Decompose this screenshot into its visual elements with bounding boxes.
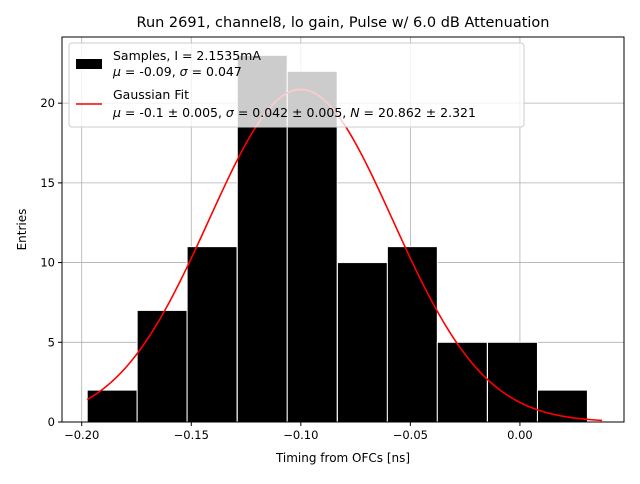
legend-samples-swatch (76, 59, 102, 69)
histogram-bar (286, 70, 338, 423)
y-tick-label: 20 (40, 96, 55, 110)
legend-samples-label: Samples, I = 2.1535mA (113, 48, 261, 63)
histogram-bar (336, 262, 388, 423)
y-tick-label: 10 (40, 256, 55, 270)
legend-samples-mu-value: = -0.09, (121, 64, 180, 79)
chart-title: Run 2691, channel8, lo gain, Pulse w/ 6.… (137, 15, 550, 31)
legend-fit-sigma-value: = 0.042 ± 0.005, (234, 105, 350, 120)
y-tick-label: 0 (48, 415, 55, 429)
x-tick-label: 0.00 (507, 428, 533, 442)
x-tick-label: −0.20 (64, 428, 99, 442)
legend-fit-sigma: σ (226, 105, 235, 120)
histogram-bar (186, 246, 238, 423)
legend-fit-n: N (350, 105, 360, 120)
legend-fit-n-value: = 20.862 ± 2.321 (360, 105, 476, 120)
legend-samples-sigma: σ (180, 64, 189, 79)
x-axis-label: Timing from OFCs [ns] (275, 451, 410, 465)
histogram-bar (136, 309, 188, 423)
histogram-bar (436, 341, 488, 423)
legend-box (68, 42, 525, 128)
y-tick-label: 5 (48, 335, 55, 349)
y-tick-label: 15 (40, 176, 55, 190)
x-tick-label: −0.10 (283, 428, 318, 442)
legend-fit-stats: μ = -0.1 ± 0.005, σ = 0.042 ± 0.005, N =… (112, 105, 476, 120)
x-axis-ticks: −0.20 −0.15 −0.10 −0.05 0.00 (64, 422, 533, 442)
histogram-bar (486, 341, 538, 423)
legend: Samples, I = 2.1535mA μ = -0.09, σ = 0.0… (68, 42, 525, 128)
legend-samples-stats: μ = -0.09, σ = 0.047 (112, 64, 242, 79)
legend-fit-label: Gaussian Fit (113, 87, 189, 102)
legend-fit-mu: μ (112, 105, 121, 120)
plot-frame (61, 36, 625, 423)
legend-samples-mu: μ (112, 64, 121, 79)
histogram-bar (386, 246, 438, 423)
x-tick-label: −0.05 (393, 428, 428, 442)
y-axis-label: Entries (15, 209, 29, 251)
y-axis-ticks: 0 5 10 15 20 (40, 96, 62, 429)
x-tick-label: −0.15 (174, 428, 209, 442)
legend-fit-mu-value: = -0.1 ± 0.005, (121, 105, 226, 120)
histogram-bar (536, 389, 588, 423)
legend-samples-sigma-value: = 0.047 (188, 64, 242, 79)
